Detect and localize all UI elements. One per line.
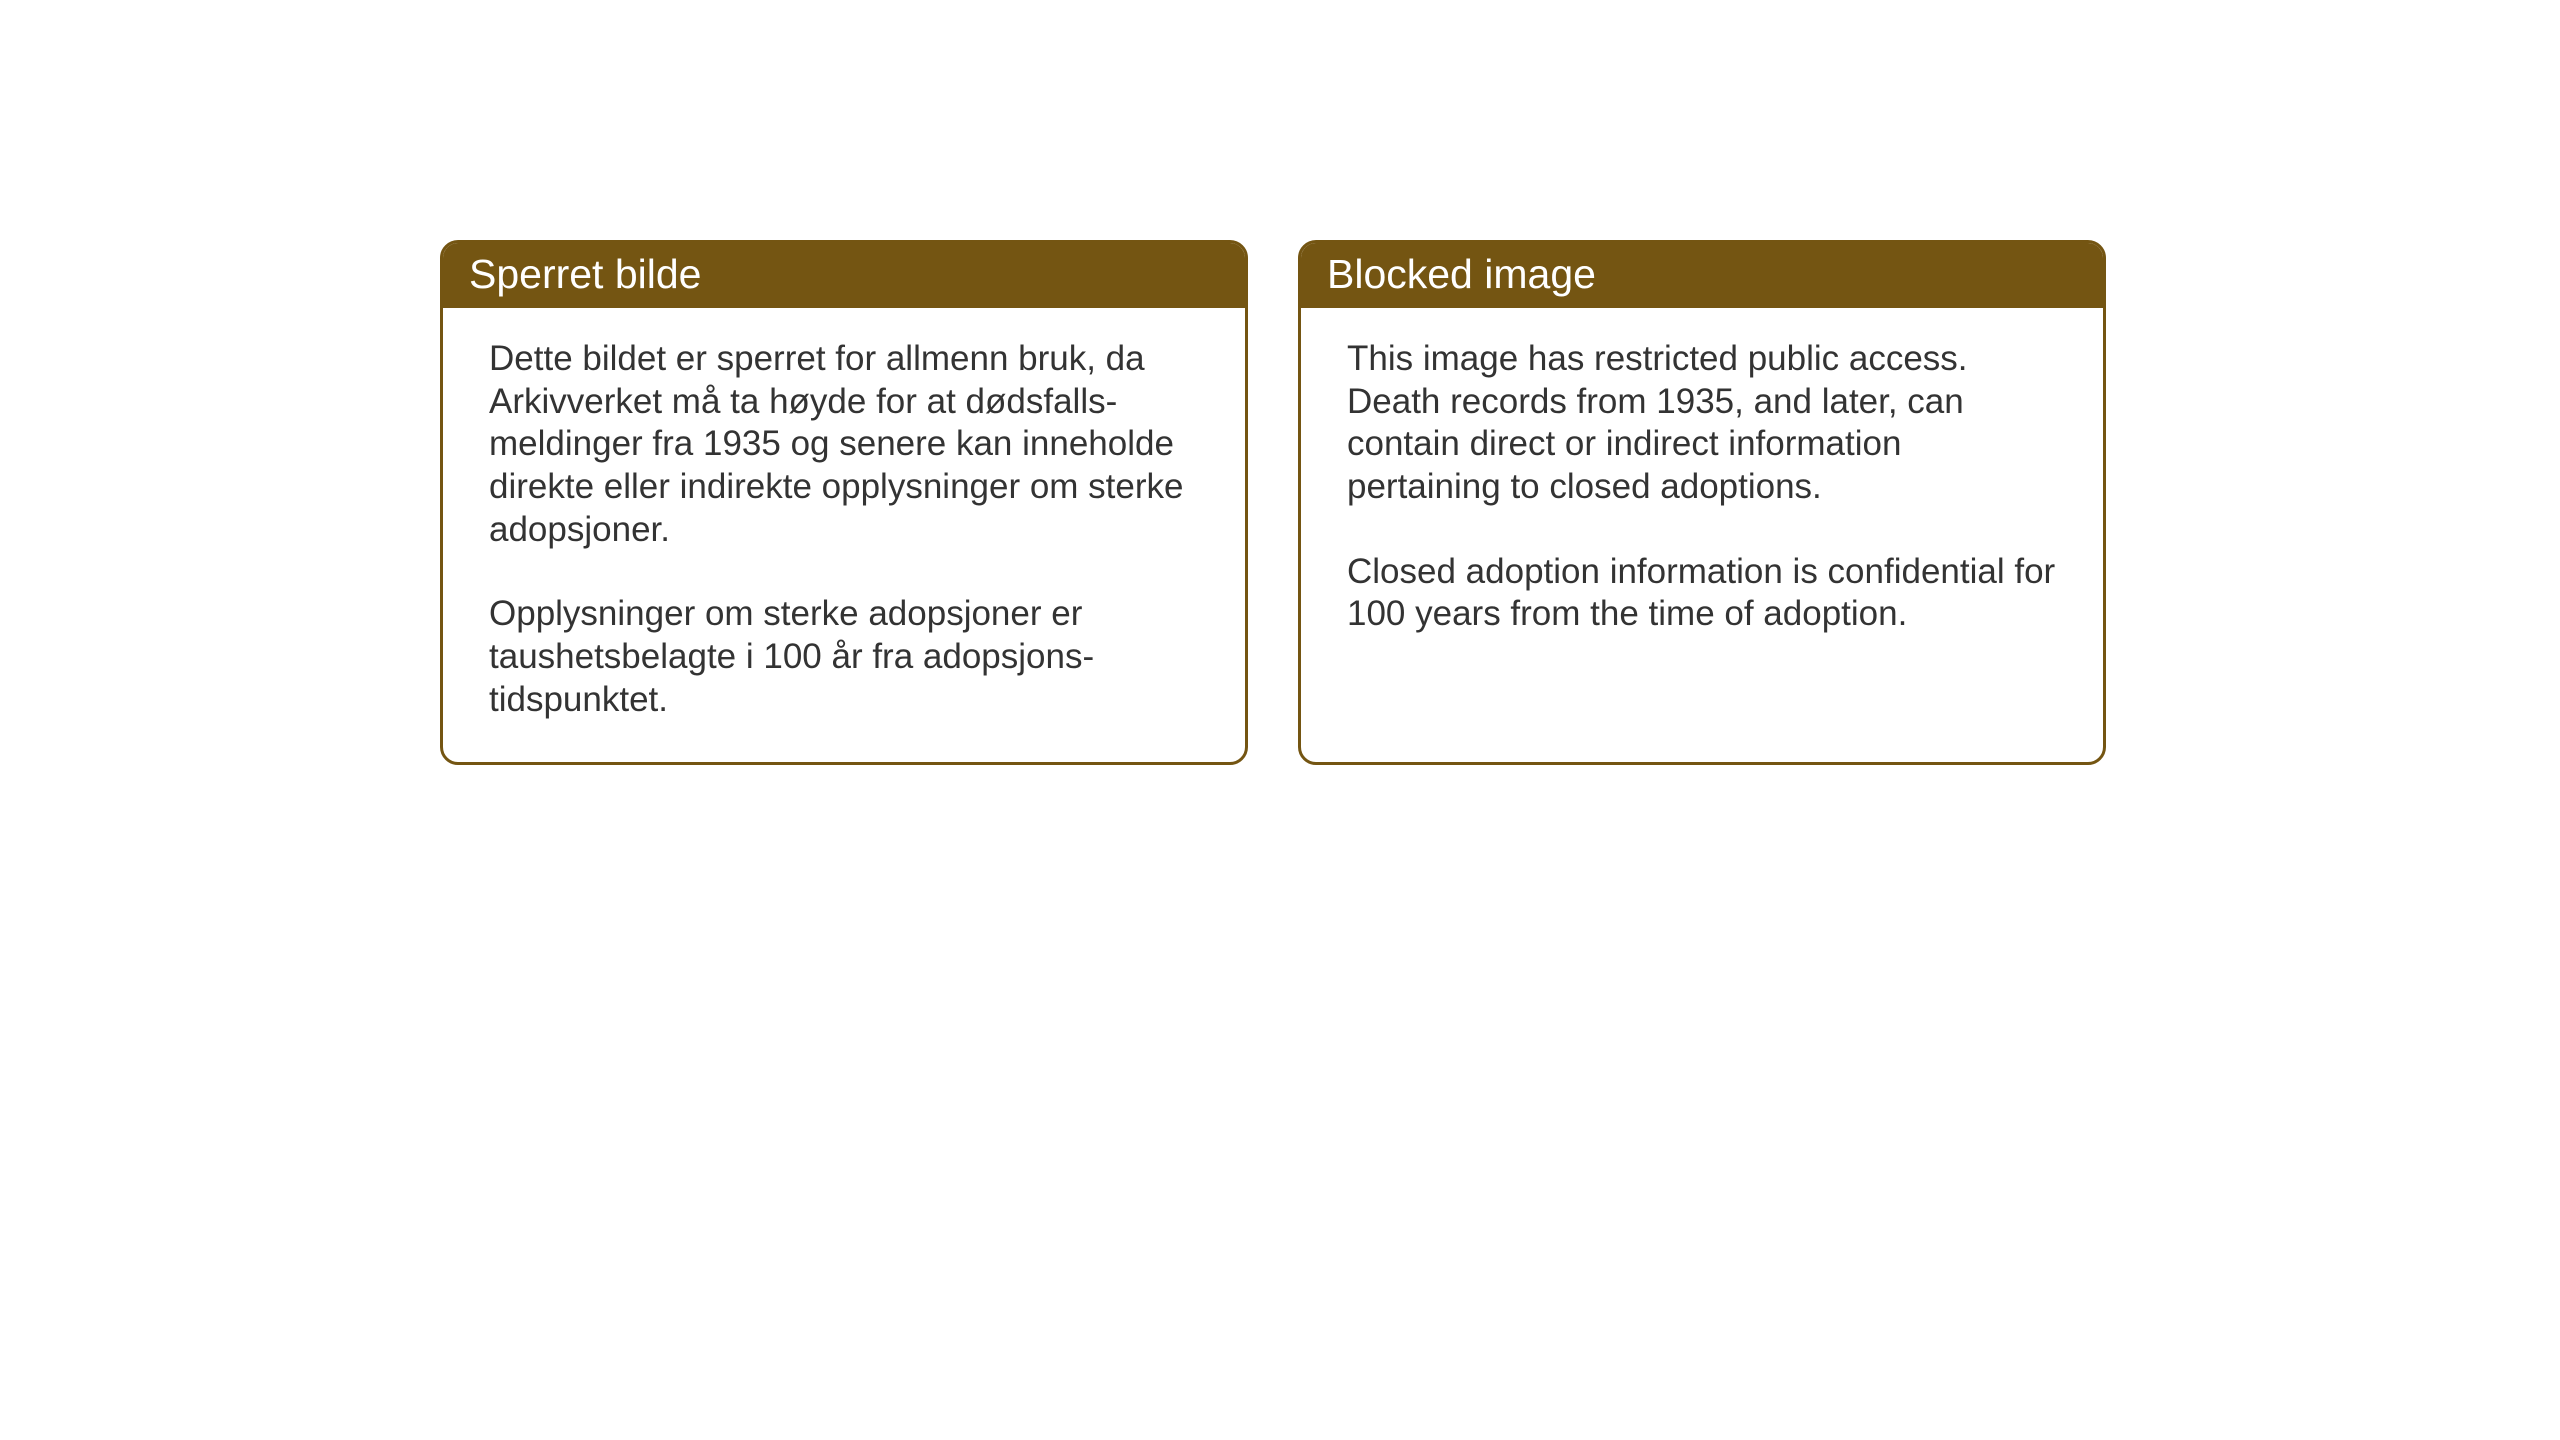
- card-header-english: Blocked image: [1301, 243, 2103, 308]
- card-paragraph-1-norwegian: Dette bildet er sperret for allmenn bruk…: [489, 338, 1199, 551]
- notice-card-norwegian: Sperret bilde Dette bildet er sperret fo…: [440, 240, 1248, 765]
- notice-card-english: Blocked image This image has restricted …: [1298, 240, 2106, 765]
- card-paragraph-2-english: Closed adoption information is confident…: [1347, 551, 2057, 636]
- card-paragraph-1-english: This image has restricted public access.…: [1347, 338, 2057, 509]
- card-body-english: This image has restricted public access.…: [1301, 308, 2103, 746]
- card-paragraph-2-norwegian: Opplysninger om sterke adopsjoner er tau…: [489, 593, 1199, 721]
- card-header-norwegian: Sperret bilde: [443, 243, 1245, 308]
- card-body-norwegian: Dette bildet er sperret for allmenn bruk…: [443, 308, 1245, 762]
- notice-cards-container: Sperret bilde Dette bildet er sperret fo…: [440, 240, 2106, 765]
